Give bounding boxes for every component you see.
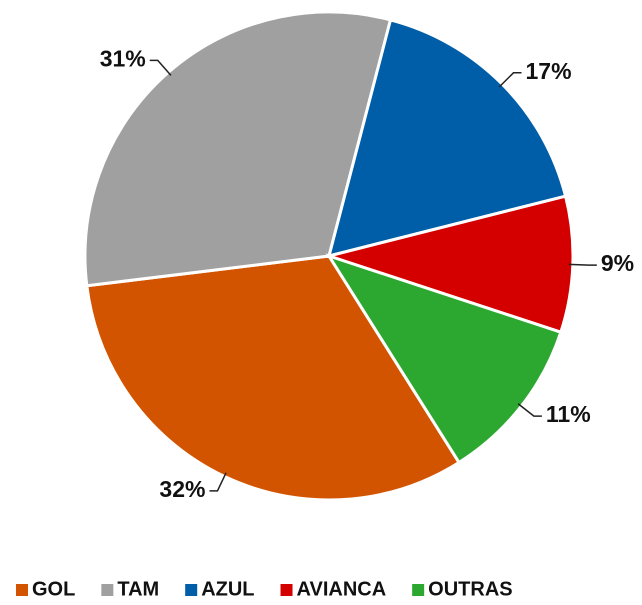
legend-swatch [280,584,293,596]
data-label: 11% [546,401,591,427]
legend-label: AVIANCA [297,578,387,600]
legend-label: GOL [32,578,75,600]
leader-line [517,403,542,417]
leader-line [498,72,522,88]
legend-label: OUTRAS [428,578,512,600]
data-label: 17% [525,58,571,84]
legend-swatch [101,584,114,596]
legend-label: AZUL [201,578,254,600]
data-label: 32% [159,476,205,502]
legend-label: TAM [117,578,159,600]
leader-line [149,59,172,76]
legend-swatch [185,584,198,596]
data-label: 31% [100,45,146,71]
leader-line [568,263,597,266]
data-label: 9% [601,250,634,276]
legend-swatch [412,584,425,596]
legend-swatch [16,584,28,596]
leader-line [209,472,227,492]
